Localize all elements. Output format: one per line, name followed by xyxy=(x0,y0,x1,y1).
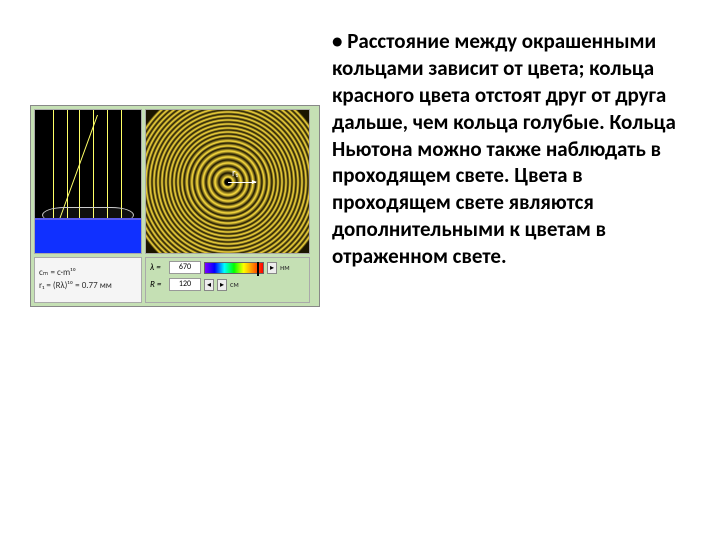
lambda-control: λ = 670 ▸ нм xyxy=(150,261,305,274)
r-dec-button[interactable]: ◂ xyxy=(204,279,214,291)
main-bullet-text: Расстояние между окрашенными кольцами за… xyxy=(332,28,700,270)
text-column: Расстояние между окрашенными кольцами за… xyxy=(332,20,700,307)
simulation-panel: r₁ cₘ = c·m¹⁰ r₁ = (Rλ)¹⁰ = 0.77 мм λ = … xyxy=(30,20,320,307)
glass-plate xyxy=(35,218,141,253)
spectrum-slider[interactable] xyxy=(204,262,264,274)
lambda-label: λ = xyxy=(150,262,166,273)
panel-bottom-row: cₘ = c·m¹⁰ r₁ = (Rλ)¹⁰ = 0.77 мм λ = 670… xyxy=(34,257,316,303)
spectrum-handle[interactable] xyxy=(257,262,259,276)
r-label: R = xyxy=(150,279,166,290)
lambda-input[interactable]: 670 xyxy=(169,261,201,274)
formula-panel: cₘ = c·m¹⁰ r₁ = (Rλ)¹⁰ = 0.77 мм xyxy=(34,257,142,303)
r-inc-button[interactable]: ▸ xyxy=(217,279,227,291)
radius-arrow xyxy=(228,182,256,183)
controls-panel: λ = 670 ▸ нм R = 120 ◂ ▸ см xyxy=(145,257,310,303)
lens-diagram xyxy=(34,109,142,254)
panel-container: r₁ cₘ = c·m¹⁰ r₁ = (Rλ)¹⁰ = 0.77 мм λ = … xyxy=(30,105,320,307)
radius-label: r₁ xyxy=(232,166,238,179)
slide: r₁ cₘ = c·m¹⁰ r₁ = (Rλ)¹⁰ = 0.77 мм λ = … xyxy=(0,0,720,327)
formula-line-1: cₘ = c·m¹⁰ xyxy=(39,268,137,279)
newton-rings: r₁ xyxy=(145,109,310,254)
r-unit: см xyxy=(230,280,239,290)
panel-top-row: r₁ xyxy=(34,109,316,254)
next-button[interactable]: ▸ xyxy=(267,262,277,274)
lambda-unit: нм xyxy=(280,263,290,273)
r-input[interactable]: 120 xyxy=(169,278,201,291)
formula-line-2: r₁ = (Rλ)¹⁰ = 0.77 мм xyxy=(39,281,137,292)
radius-control: R = 120 ◂ ▸ см xyxy=(150,278,305,291)
